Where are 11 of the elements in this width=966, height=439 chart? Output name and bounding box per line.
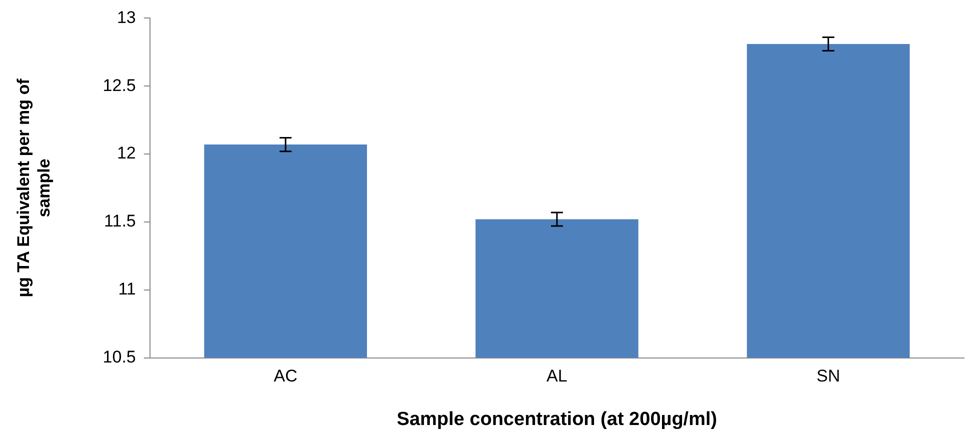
y-tick-label: 12.5 bbox=[102, 76, 136, 95]
x-axis-title: Sample concentration (at 200µg/ml) bbox=[396, 408, 718, 430]
y-tick-label: 10.5 bbox=[102, 347, 136, 366]
y-tick-label: 13 bbox=[116, 8, 136, 27]
y-tick-label: 11.5 bbox=[104, 212, 136, 231]
x-tick-label: SN bbox=[816, 366, 840, 386]
x-tick-label: AC bbox=[274, 366, 298, 386]
x-tick-label: AL bbox=[546, 366, 568, 386]
y-tick-label: 11 bbox=[118, 280, 136, 299]
y-axis-title: µg TA Equivalent per mg of sample bbox=[14, 78, 54, 298]
y-tick-label: 12 bbox=[116, 144, 136, 163]
